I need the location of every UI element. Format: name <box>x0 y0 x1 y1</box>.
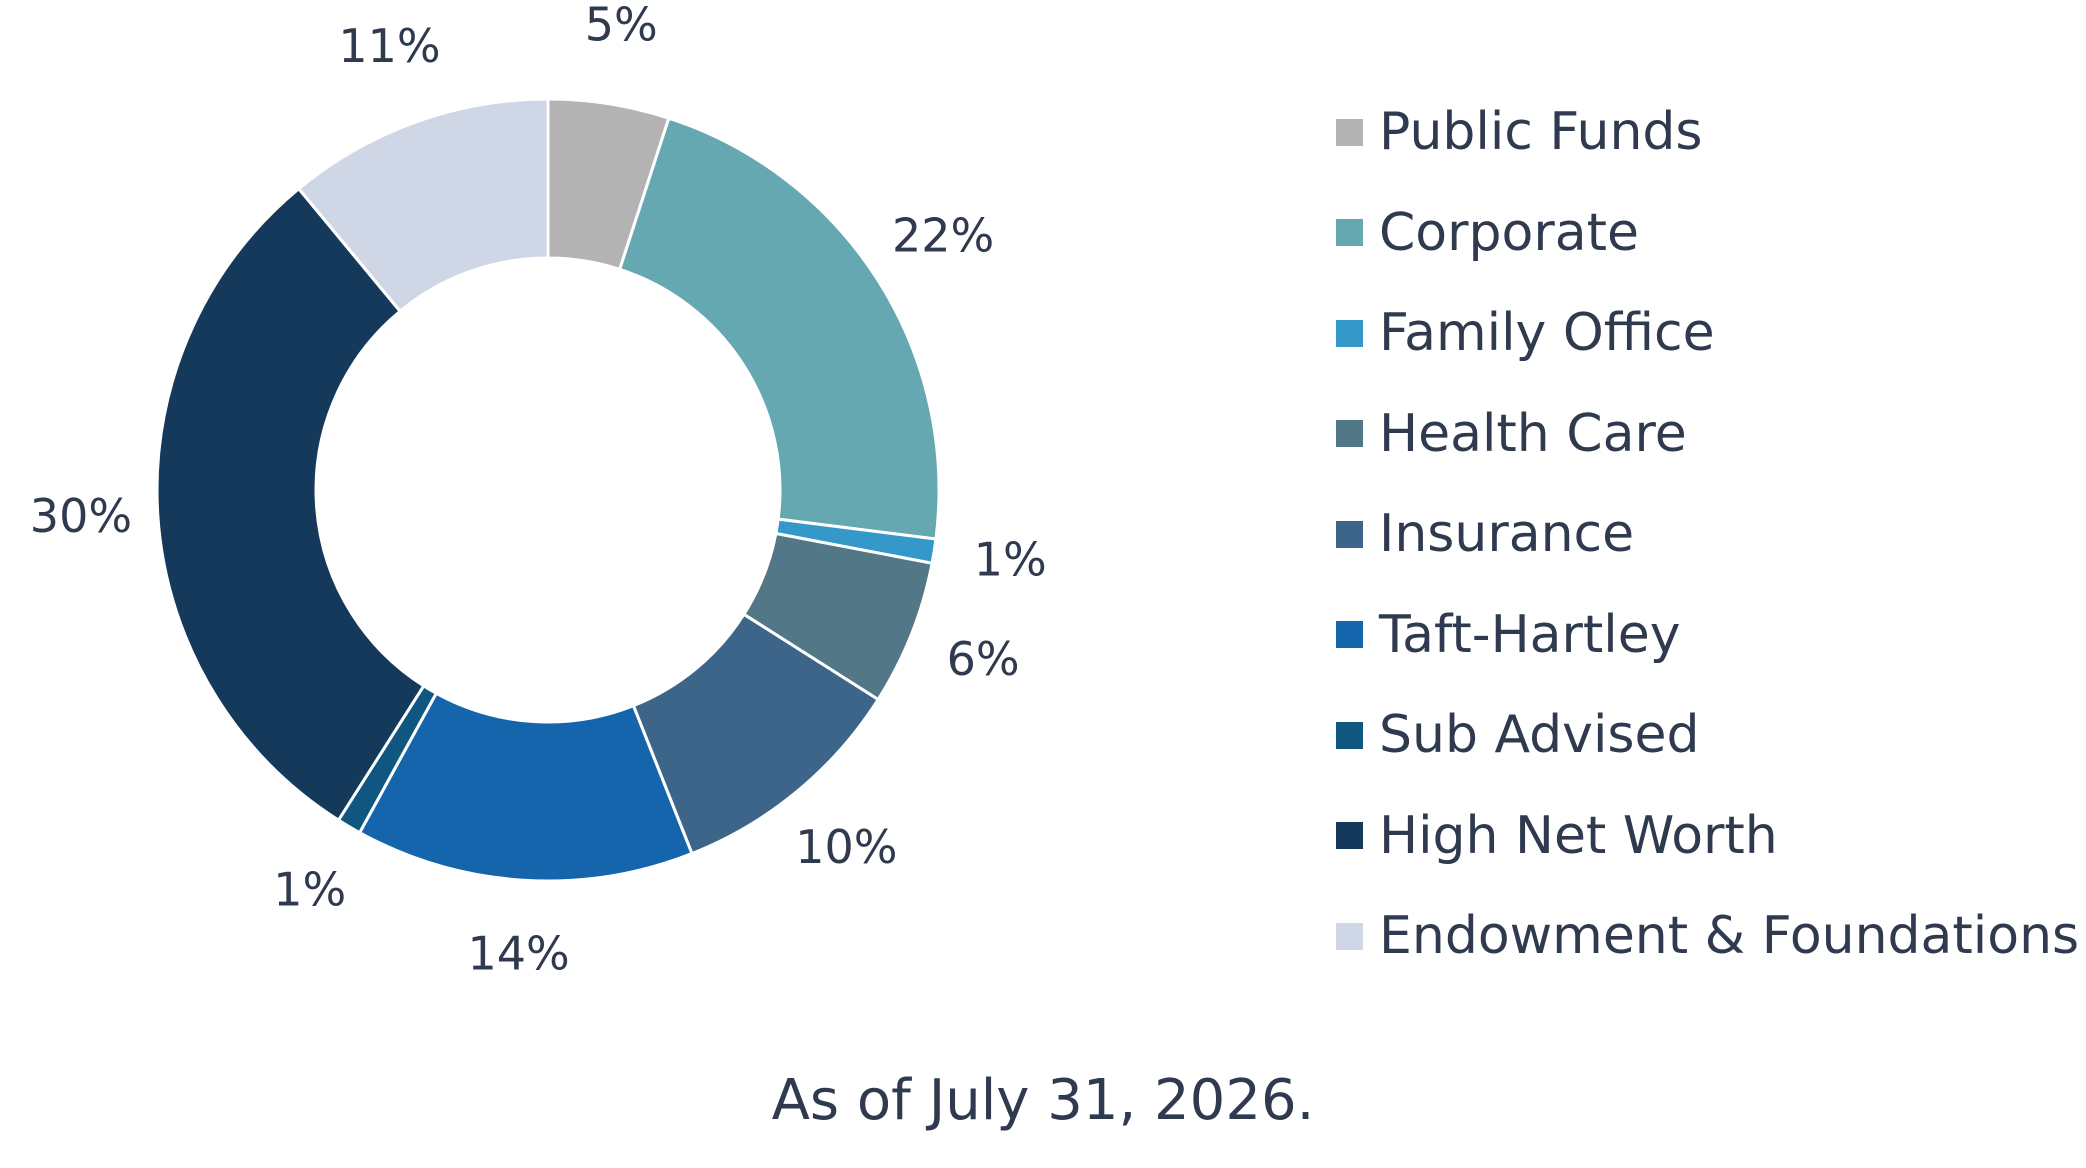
slice-label-health-care: 6% <box>947 632 1020 686</box>
legend-label: Sub Advised <box>1379 705 1700 766</box>
legend-swatch <box>1336 822 1363 850</box>
chart-legend: Public Funds Corporate Family Office Health… <box>1336 82 2079 987</box>
legend-item-family-office: Family Office <box>1336 283 2079 384</box>
slice-label-corporate: 22% <box>892 209 994 263</box>
legend-label: Health Care <box>1379 403 1687 464</box>
legend-label: Insurance <box>1379 504 1635 565</box>
legend-label: Family Office <box>1379 303 1715 364</box>
slice-endowment-and-foundations <box>296 97 550 314</box>
legend-swatch <box>1336 118 1363 146</box>
legend-swatch <box>1336 922 1363 950</box>
slice-label-public-funds: 5% <box>585 0 658 51</box>
slice-label-endowment-and-foundations: 11% <box>338 19 440 73</box>
legend-swatch <box>1336 520 1363 548</box>
slice-label-insurance: 10% <box>795 820 897 874</box>
legend-swatch <box>1336 319 1363 347</box>
legend-item-health-care: Health Care <box>1336 384 2079 485</box>
legend-item-endowment-and-foundations: Endowment & Foundations <box>1336 886 2079 987</box>
legend-item-corporate: Corporate <box>1336 183 2079 284</box>
legend-label: Taft-Hartley <box>1379 604 1681 665</box>
legend-swatch <box>1336 721 1363 749</box>
legend-swatch <box>1336 621 1363 649</box>
legend-swatch <box>1336 420 1363 448</box>
legend-label: High Net Worth <box>1379 805 1778 866</box>
legend-label: Corporate <box>1379 202 1639 263</box>
legend-label: Endowment & Foundations <box>1379 906 2080 967</box>
slice-high-net-worth <box>155 186 426 823</box>
slice-label-high-net-worth: 30% <box>30 489 132 543</box>
slice-label-family-office: 1% <box>974 533 1047 587</box>
legend-item-high-net-worth: High Net Worth <box>1336 786 2079 887</box>
legend-item-taft-hartley: Taft-Hartley <box>1336 585 2079 686</box>
slice-label-taft-hartley: 14% <box>467 927 569 981</box>
legend-item-insurance: Insurance <box>1336 484 2079 585</box>
legend-item-sub-advised: Sub Advised <box>1336 685 2079 786</box>
donut-slices <box>155 97 941 883</box>
legend-label: Public Funds <box>1379 102 1703 163</box>
as-of-footnote: As of July 31, 2026. <box>771 1068 1315 1133</box>
legend-item-public-funds: Public Funds <box>1336 82 2079 183</box>
slice-labels: 5% 22% 1% 6% 10% 14% 1% 30% 11% <box>30 0 1047 981</box>
slice-label-sub-advised: 1% <box>273 862 346 916</box>
legend-swatch <box>1336 219 1363 247</box>
slice-corporate <box>617 116 941 541</box>
